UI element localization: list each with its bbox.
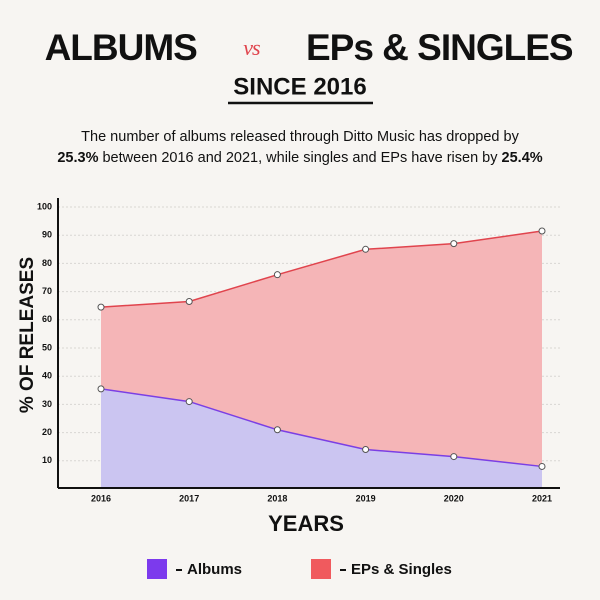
subtitle-segment: The number of albums released through Di… xyxy=(81,129,519,145)
x-tick-label: 2018 xyxy=(267,493,287,503)
subtitle-segment: between 2016 and 2021, while singles and… xyxy=(98,150,501,166)
point xyxy=(273,426,281,434)
x-tick-label: 2016 xyxy=(91,493,111,503)
point xyxy=(362,446,370,454)
legend-label: Albums xyxy=(187,561,242,578)
point xyxy=(97,303,105,311)
subtitle-segment: 25.4% xyxy=(502,150,543,166)
x-tick-label: 2020 xyxy=(444,493,464,503)
subtitle-line: The number of albums released through Di… xyxy=(81,129,519,145)
title-part: EPs & SINGLES xyxy=(306,27,573,68)
line xyxy=(100,388,543,468)
legend-swatch xyxy=(311,559,331,579)
y-tick-label: 90 xyxy=(42,230,52,240)
title-line2: SINCE 2016 xyxy=(233,73,366,100)
y-tick-label: 20 xyxy=(42,427,52,437)
y-tick-label: 60 xyxy=(42,314,52,324)
y-tick-label: 100 xyxy=(37,201,52,211)
y-tick-label: 40 xyxy=(42,371,52,381)
subtitle-segment: 25.3% xyxy=(57,150,98,166)
point xyxy=(450,453,458,461)
title: ALBUMS vs EPs & SINGLES xyxy=(0,27,600,68)
y-tick-label: 70 xyxy=(42,286,52,296)
point xyxy=(185,297,193,305)
line xyxy=(100,230,543,308)
point xyxy=(362,245,370,253)
y-axis-label: % OF RELEASES xyxy=(17,257,38,413)
point xyxy=(538,462,546,470)
point xyxy=(185,398,193,406)
x-axis-label: YEARS xyxy=(268,511,344,536)
y-tick-label: 10 xyxy=(42,455,52,465)
point xyxy=(450,240,458,248)
point xyxy=(97,385,105,393)
x-tick-label: 2021 xyxy=(532,493,552,503)
y-tick-label: 30 xyxy=(42,399,52,409)
title-part: ALBUMS xyxy=(45,27,198,68)
point xyxy=(538,227,546,235)
y-tick-label: 80 xyxy=(42,258,52,268)
x-tick-label: 2019 xyxy=(356,493,376,503)
y-tick-label: 50 xyxy=(42,342,52,352)
area xyxy=(101,388,542,489)
title-vs: vs xyxy=(243,35,260,60)
point xyxy=(273,271,281,279)
subtitle-line: 25.3% between 2016 and 2021, while singl… xyxy=(57,150,542,166)
legend-label: EPs & Singles xyxy=(351,561,452,578)
x-tick-label: 2017 xyxy=(179,493,199,503)
legend-swatch xyxy=(147,559,167,579)
